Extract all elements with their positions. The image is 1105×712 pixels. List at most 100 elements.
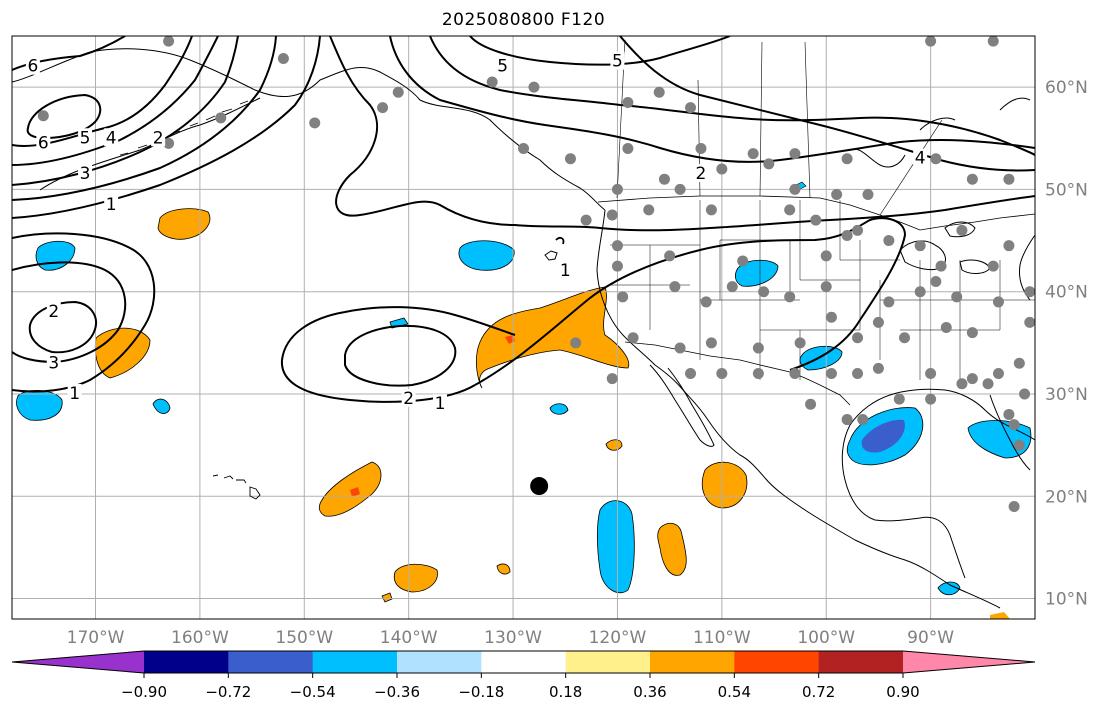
contour-5-north — [469, 36, 731, 66]
contour-label-bg-15 — [693, 164, 708, 183]
alaska-coast — [12, 48, 606, 211]
contour-3 — [12, 36, 239, 186]
gulf-coast — [841, 388, 1035, 579]
station-dot-8 — [987, 36, 999, 47]
contour-label-9: 1 — [69, 384, 80, 404]
station-dot-52 — [617, 291, 629, 303]
station-dot-37 — [580, 214, 592, 226]
contour-2-lower — [619, 36, 1035, 172]
station-dot-33 — [810, 214, 822, 226]
colorbar-segment-4 — [481, 651, 567, 673]
station-dot-82 — [789, 368, 801, 380]
latitude-label-4: 50°N — [1045, 180, 1088, 200]
station-dot-72 — [852, 332, 864, 344]
darkblue-region-gulf — [861, 419, 905, 453]
station-dot-59 — [883, 296, 895, 308]
longitude-label-7: 100°W — [797, 628, 855, 648]
contour-label-3: 4 — [106, 128, 117, 148]
longitude-label-6: 110°W — [693, 628, 751, 648]
station-dot-95 — [857, 414, 869, 426]
colorbar-segment-5 — [565, 651, 651, 673]
station-dot-62 — [992, 296, 1004, 308]
contour-label-7: 2 — [48, 302, 59, 322]
station-dot-22 — [763, 158, 775, 170]
colorbar-label-1: −0.72 — [205, 683, 251, 701]
station-dot-14 — [163, 137, 175, 149]
station-dot-93 — [805, 398, 817, 410]
station-dot-45 — [611, 260, 623, 272]
station-dot-25 — [564, 153, 576, 165]
longitude-label-3: 140°W — [380, 628, 438, 648]
station-dot-29 — [611, 183, 623, 195]
station-dot-27 — [831, 189, 843, 201]
colorbar: −0.90 −0.72 −0.54 −0.36 −0.18 0.18 0.36 0.54 0.7… — [11, 650, 1036, 701]
longitude-label-8: 90°W — [907, 628, 954, 648]
station-dot-90 — [966, 373, 978, 385]
station-dot-97 — [925, 393, 937, 405]
contour-lines — [12, 36, 1035, 403]
station-dot-12 — [309, 117, 321, 129]
contour-label-bg-10 — [401, 389, 416, 408]
station-dot-63 — [1024, 286, 1035, 298]
contour-label-4: 3 — [80, 164, 91, 184]
longitude-label-2: 150°W — [275, 628, 333, 648]
colorbar-segment-6 — [650, 651, 735, 673]
station-dot-100 — [1013, 439, 1025, 451]
blue-region-pacific-north — [458, 240, 515, 271]
colorbar-segment-8 — [818, 651, 904, 673]
orange-region-small-2 — [496, 563, 511, 575]
station-dot-30 — [674, 183, 686, 195]
station-dot-89 — [1019, 388, 1031, 400]
station-dot-87 — [956, 378, 968, 390]
orange-region-california-plume — [476, 286, 630, 389]
small-island — [544, 250, 558, 261]
colorbar-label-7: 0.54 — [718, 683, 751, 701]
map-title: 2025080800 F120 — [441, 10, 606, 30]
contour-west-middle-2 — [12, 261, 127, 364]
colorbar-label-8: 0.72 — [802, 683, 835, 701]
station-dot-65 — [570, 337, 582, 349]
orange-region-hawaii — [318, 461, 382, 517]
station-dot-74 — [899, 332, 911, 344]
station-dot-91 — [992, 368, 1004, 380]
station-dot-43 — [883, 235, 895, 247]
station-dot-34 — [852, 224, 864, 236]
latitude-labels: 10°N 20°N 30°N 40°N 50°N 60°N — [1045, 78, 1088, 609]
contour-1-pacific — [329, 36, 1035, 232]
station-dot-76 — [966, 327, 978, 339]
station-dot-24 — [658, 173, 670, 185]
station-dot-86 — [925, 368, 937, 380]
station-dot-66 — [627, 332, 639, 344]
station-dot-49 — [935, 260, 947, 272]
station-dot-64 — [930, 275, 942, 287]
contour-5 — [12, 36, 193, 147]
contour-2 — [12, 36, 277, 201]
station-dot-67 — [674, 342, 686, 354]
station-dot-81 — [752, 368, 764, 380]
latitude-label-1: 20°N — [1045, 487, 1088, 507]
station-dot-61 — [951, 291, 963, 303]
station-dot-38 — [606, 209, 618, 221]
longitude-label-4: 130°W — [484, 628, 542, 648]
station-dot-36 — [1003, 173, 1015, 185]
station-dot-58 — [820, 281, 832, 293]
colorbar-segment-1 — [228, 651, 314, 673]
contour-label-1: 6 — [38, 133, 49, 153]
station-dot-46 — [664, 250, 676, 262]
station-dot-11 — [215, 112, 227, 124]
orange-region-tropical — [657, 522, 687, 576]
station-dot-85 — [872, 362, 884, 374]
station-dot-80 — [716, 368, 728, 380]
contour-label-bg-5 — [151, 128, 166, 147]
station-dot-94 — [841, 414, 853, 426]
contour-label-bg-0 — [25, 56, 40, 75]
colorbar-segment-7 — [734, 651, 820, 673]
blue-region-small-4 — [937, 581, 961, 596]
contour-label-bg-1 — [36, 133, 51, 152]
station-dot-54 — [700, 296, 712, 308]
station-dot-73 — [872, 316, 884, 328]
station-dot-47 — [737, 255, 749, 267]
contour-4-north — [429, 36, 1035, 156]
contour-label-bg-7 — [46, 302, 61, 321]
station-dot-15 — [518, 143, 529, 155]
